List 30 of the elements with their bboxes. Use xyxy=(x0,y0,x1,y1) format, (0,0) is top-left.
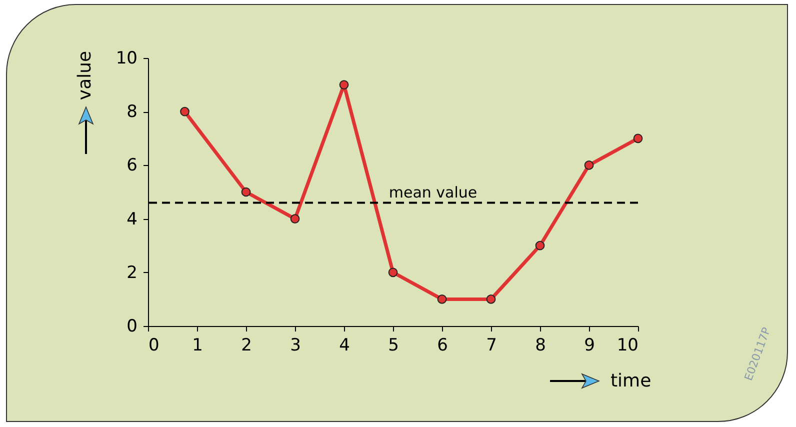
x-tick-label: 3 xyxy=(290,336,301,356)
x-tick-label: 7 xyxy=(486,336,497,356)
x-axis-title: time xyxy=(610,370,652,392)
x-tick-label: 1 xyxy=(192,336,203,356)
x-tick-label: 9 xyxy=(584,336,595,356)
x-tick-label: 0 xyxy=(148,336,160,356)
ref-line-label: mean value xyxy=(388,184,478,202)
point xyxy=(241,187,251,197)
x-tick-label: 4 xyxy=(339,336,350,356)
point xyxy=(535,240,545,250)
x-tick-label: 5 xyxy=(388,336,399,356)
y-tick-label: 6 xyxy=(126,156,138,176)
point xyxy=(388,268,398,278)
x-tick-label: 2 xyxy=(241,336,252,356)
x-tick-label: 8 xyxy=(535,336,546,356)
x-tick-label: 10 xyxy=(616,336,638,356)
point xyxy=(180,106,190,116)
y-tick-label: 8 xyxy=(126,102,138,122)
point xyxy=(290,214,300,224)
point xyxy=(486,294,496,304)
point xyxy=(633,134,643,144)
point xyxy=(437,294,447,304)
point xyxy=(584,160,594,170)
y-axis-title: value xyxy=(74,50,96,100)
x-tick-label: 6 xyxy=(437,336,448,356)
y-tick-label: 0 xyxy=(126,316,138,336)
y-tick-label: 4 xyxy=(126,209,138,230)
y-tick-label: 2 xyxy=(126,262,138,283)
point xyxy=(339,80,349,90)
y-tick-label: 10 xyxy=(116,48,138,68)
